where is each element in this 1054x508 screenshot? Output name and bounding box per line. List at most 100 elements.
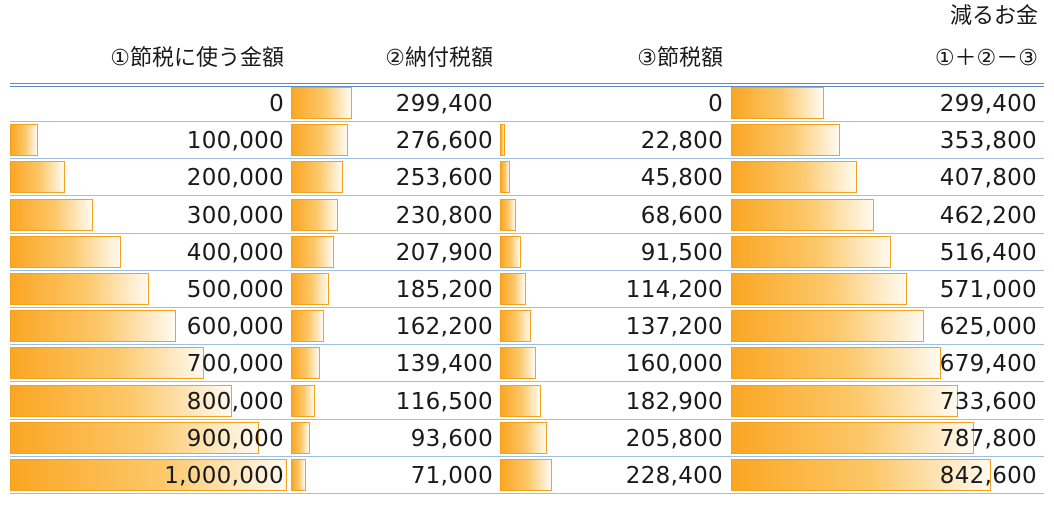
data-bar-spend xyxy=(10,310,177,343)
data-bar-tax-saved xyxy=(500,384,542,417)
cell-value-tax-saved: 68,600 xyxy=(640,202,723,229)
data-bar-tax-paid xyxy=(291,235,334,268)
cell-value-tax-paid: 162,200 xyxy=(395,314,493,341)
column-header-tax-saving-spend: ①節税に使う金額 xyxy=(110,46,284,71)
cell-value-tax-paid: 139,400 xyxy=(395,351,493,378)
row-divider xyxy=(10,493,1044,494)
data-bar-tax-paid xyxy=(291,161,343,194)
cell-value-tax-saved: 228,400 xyxy=(625,463,723,489)
cell-value-net-decrease: 516,400 xyxy=(939,239,1037,266)
cell-value-tax-paid: 299,400 xyxy=(395,91,493,117)
cell-value-net-decrease: 353,800 xyxy=(939,128,1037,155)
cell-value-tax-paid: 71,000 xyxy=(410,463,493,489)
data-bar-net-decrease xyxy=(731,421,975,454)
cell-value-spend: 600,000 xyxy=(186,314,284,341)
cell-value-tax-saved: 45,800 xyxy=(640,165,723,192)
data-bar-tax-paid xyxy=(291,273,329,305)
data-bar-spend xyxy=(10,273,149,305)
data-bar-tax-saved xyxy=(500,310,531,343)
data-bar-net-decrease xyxy=(731,459,992,491)
data-bar-tax-paid xyxy=(291,198,339,231)
data-bar-net-decrease xyxy=(731,161,857,194)
data-bar-tax-paid xyxy=(291,384,315,417)
row-divider xyxy=(10,344,1044,346)
data-bar-spend xyxy=(10,459,287,491)
data-bar-net-decrease xyxy=(731,198,874,231)
cell-value-tax-paid: 116,500 xyxy=(395,388,493,415)
cell-value-spend: 700,000 xyxy=(186,351,284,378)
cell-value-tax-saved: 182,900 xyxy=(625,388,723,415)
data-bar-tax-saved xyxy=(500,459,552,491)
cell-value-tax-saved: 205,800 xyxy=(625,425,723,452)
data-bar-tax-saved xyxy=(500,124,506,157)
data-bar-tax-saved xyxy=(500,273,526,305)
row-divider xyxy=(10,121,1044,122)
row-divider xyxy=(10,158,1044,160)
header-rule-lower xyxy=(10,86,1044,87)
cell-value-net-decrease: 842,600 xyxy=(939,463,1037,489)
row-divider xyxy=(10,381,1044,383)
cell-value-net-decrease: 733,600 xyxy=(939,388,1037,415)
row-divider xyxy=(10,418,1044,420)
data-bar-spend xyxy=(10,198,94,231)
data-bar-net-decrease xyxy=(731,347,941,380)
cell-value-tax-paid: 276,600 xyxy=(395,128,493,155)
data-bar-spend xyxy=(10,384,232,417)
cell-value-net-decrease: 407,800 xyxy=(939,165,1037,192)
data-bar-spend xyxy=(10,235,121,268)
cell-value-tax-saved: 22,800 xyxy=(640,128,723,155)
cell-value-tax-saved: 91,500 xyxy=(640,239,723,266)
data-bar-tax-paid xyxy=(291,421,311,454)
data-bar-spend xyxy=(10,124,38,157)
cell-value-spend: 1,000,000 xyxy=(164,463,284,489)
cell-value-spend: 800,000 xyxy=(186,388,284,415)
column-header-tax-saved: ③節税額 xyxy=(637,46,723,71)
data-bar-tax-saved xyxy=(500,198,516,231)
cell-value-net-decrease: 625,000 xyxy=(939,314,1037,341)
cell-value-net-decrease: 299,400 xyxy=(939,91,1037,117)
data-bar-tax-saved xyxy=(500,161,511,194)
header-rule xyxy=(10,83,1044,84)
data-bar-tax-paid xyxy=(291,124,348,157)
data-bar-net-decrease xyxy=(731,273,908,305)
cell-value-tax-saved: 137,200 xyxy=(625,314,723,341)
row-divider xyxy=(10,195,1044,197)
cell-value-spend: 100,000 xyxy=(186,128,284,155)
cell-value-spend: 0 xyxy=(269,91,284,117)
data-bar-net-decrease xyxy=(731,87,824,119)
cell-value-spend: 300,000 xyxy=(186,202,284,229)
cell-value-tax-saved: 160,000 xyxy=(625,351,723,378)
column-header-tax-paid: ②納付税額 xyxy=(385,46,493,71)
cell-value-tax-paid: 207,900 xyxy=(395,239,493,266)
data-bar-tax-paid xyxy=(291,87,353,119)
cell-value-net-decrease: 787,800 xyxy=(939,425,1037,452)
data-bar-spend xyxy=(10,347,204,380)
cell-value-tax-paid: 230,800 xyxy=(395,202,493,229)
data-bar-tax-saved xyxy=(500,347,537,380)
data-bar-spend xyxy=(10,161,66,194)
data-bar-tax-saved xyxy=(500,421,547,454)
cell-value-net-decrease: 462,200 xyxy=(939,202,1037,229)
cell-value-net-decrease: 679,400 xyxy=(939,351,1037,378)
cell-value-tax-paid: 253,600 xyxy=(395,165,493,192)
cell-value-tax-paid: 185,200 xyxy=(395,277,493,303)
column-header-net-decrease: ①＋②－③ xyxy=(934,46,1038,71)
row-divider xyxy=(10,232,1044,234)
row-divider xyxy=(10,455,1044,457)
data-bar-tax-paid xyxy=(291,347,320,380)
cell-value-spend: 500,000 xyxy=(186,277,284,303)
data-bar-net-decrease xyxy=(731,384,958,417)
cell-value-tax-saved: 0 xyxy=(708,91,723,117)
row-divider xyxy=(10,269,1044,271)
data-bar-spend xyxy=(10,421,260,454)
row-divider xyxy=(10,307,1044,308)
cell-value-spend: 200,000 xyxy=(186,165,284,192)
cell-value-spend: 400,000 xyxy=(186,239,284,266)
super-header: 減るお金 xyxy=(949,4,1038,29)
data-bar-net-decrease xyxy=(731,310,925,343)
data-bar-net-decrease xyxy=(731,235,891,268)
data-bar-net-decrease xyxy=(731,124,841,157)
data-bar-tax-saved xyxy=(500,235,521,268)
cell-value-net-decrease: 571,000 xyxy=(939,277,1037,303)
